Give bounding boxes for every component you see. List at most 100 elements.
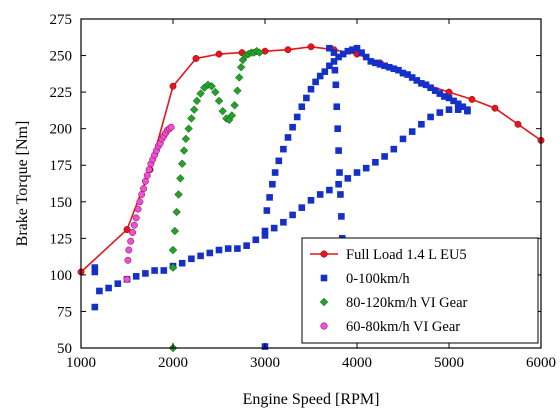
accel-0-100-point — [151, 267, 158, 274]
accel-0-100-point — [262, 228, 269, 235]
accel-0-100-point — [437, 109, 444, 116]
accel-0-100-point — [216, 247, 223, 254]
accel-80-120-point — [169, 246, 177, 254]
accel-0-100-point — [276, 158, 283, 165]
accel-0-100-point — [331, 49, 338, 56]
accel-0-100-point — [92, 264, 99, 271]
accel-0-100-point — [409, 128, 416, 135]
accel-80-120-point — [173, 208, 181, 216]
x-axis-label: Engine Speed [RPM] — [243, 391, 380, 408]
accel-0-100-point — [354, 169, 361, 176]
legend-key-0-100 — [321, 275, 328, 282]
accel-60-80-point — [140, 185, 146, 191]
legend-label-full-load: Full Load 1.4 L EU5 — [346, 247, 467, 263]
accel-0-100-point — [308, 86, 315, 93]
accel-0-100-point — [322, 68, 329, 75]
accel-0-100-point — [345, 175, 352, 182]
accel-80-120-point — [180, 147, 188, 155]
legend-label-0-100: 0-100km/h — [346, 271, 410, 287]
accel-0-100-point — [333, 82, 340, 89]
accel-0-100-point — [280, 146, 287, 153]
y-tick-label: 50 — [57, 341, 72, 357]
full-load-point — [492, 105, 498, 111]
legend-label-80-120: 80-120km/h VI Gear — [346, 295, 468, 311]
accel-0-100-point — [308, 197, 315, 204]
legend-label-60-80: 60-80km/h VI Gear — [346, 319, 460, 335]
accel-60-80-point — [131, 222, 137, 228]
y-tick-label: 125 — [50, 231, 73, 247]
accel-0-100-point — [464, 106, 471, 113]
y-axis-label: Brake Torque [Nm] — [14, 121, 31, 247]
accel-0-100-point — [115, 280, 122, 287]
accel-0-100-point — [312, 79, 319, 86]
accel-0-100-point — [337, 191, 344, 198]
accel-0-100-point — [303, 95, 310, 102]
accel-80-120-point — [193, 97, 201, 105]
accel-80-120-point — [215, 97, 223, 105]
y-tick-label: 175 — [50, 158, 73, 174]
accel-0-100-point — [197, 253, 204, 260]
accel-60-80-point — [133, 215, 139, 221]
accel-0-100-point — [266, 194, 273, 201]
accel-0-100-point — [289, 212, 296, 219]
accel-0-100-point — [188, 256, 195, 263]
accel-0-100-point — [381, 153, 388, 160]
accel-0-100-point — [335, 147, 342, 154]
accel-60-80-point — [142, 178, 148, 184]
accel-0-100-point — [272, 169, 279, 176]
accel-0-100-point — [299, 204, 306, 211]
y-tick-label: 200 — [50, 122, 73, 138]
accel-0-100-point — [391, 146, 398, 153]
x-tick-label: 1000 — [66, 355, 96, 371]
accel-0-100-point — [133, 273, 140, 280]
accel-0-100-point — [326, 187, 333, 194]
accel-80-120-point — [190, 106, 198, 114]
accel-0-100-point — [285, 134, 292, 141]
full-load-point — [515, 121, 521, 127]
accel-0-100-point — [280, 219, 287, 226]
accel-0-100-point — [332, 67, 339, 74]
accel-60-80-point — [135, 206, 141, 212]
accel-0-100-point — [294, 114, 301, 121]
accel-0-100-point — [400, 136, 407, 143]
accel-0-100-point — [334, 125, 341, 132]
accel-0-100-point — [269, 181, 276, 188]
accel-0-100-point — [418, 121, 425, 128]
accel-60-80-point — [137, 199, 143, 205]
x-tick-label: 3000 — [250, 355, 280, 371]
full-load-point — [469, 96, 475, 102]
accel-0-100-point — [161, 267, 168, 274]
accel-60-80-point — [146, 166, 152, 172]
accel-0-100-point — [207, 250, 214, 257]
accel-60-80-point — [129, 229, 135, 235]
accel-80-120-point — [175, 191, 183, 199]
accel-80-120-point — [234, 87, 242, 95]
accel-60-80-point — [124, 276, 130, 282]
full-load-point — [170, 83, 176, 89]
accel-60-80-point — [139, 191, 145, 197]
accel-0-100-point — [446, 106, 453, 113]
accel-0-100-point — [234, 245, 241, 252]
x-tick-label: 2000 — [158, 355, 188, 371]
x-tick-label: 5000 — [434, 355, 464, 371]
legend-key-60-80 — [321, 323, 328, 330]
y-tick-label: 75 — [57, 304, 72, 320]
accel-0-100-point — [243, 242, 250, 249]
full-load-point — [193, 55, 199, 61]
legend: Full Load 1.4 L EU5 0-100km/h 80-120km/h… — [302, 238, 538, 343]
accel-60-80-point — [125, 257, 131, 263]
full-load-point — [216, 51, 222, 57]
series-accel-60-80 — [124, 124, 175, 282]
accel-0-100-point — [299, 103, 306, 110]
accel-60-80-point — [126, 247, 132, 253]
accel-0-100-point — [253, 236, 260, 243]
accel-80-120-point — [182, 135, 190, 143]
accel-0-100-point — [264, 207, 271, 214]
accel-0-100-point — [317, 191, 324, 198]
accel-0-100-point — [105, 285, 112, 292]
accel-0-100-point — [225, 245, 232, 252]
accel-60-80-point — [127, 238, 133, 244]
accel-0-100-point — [271, 225, 278, 232]
